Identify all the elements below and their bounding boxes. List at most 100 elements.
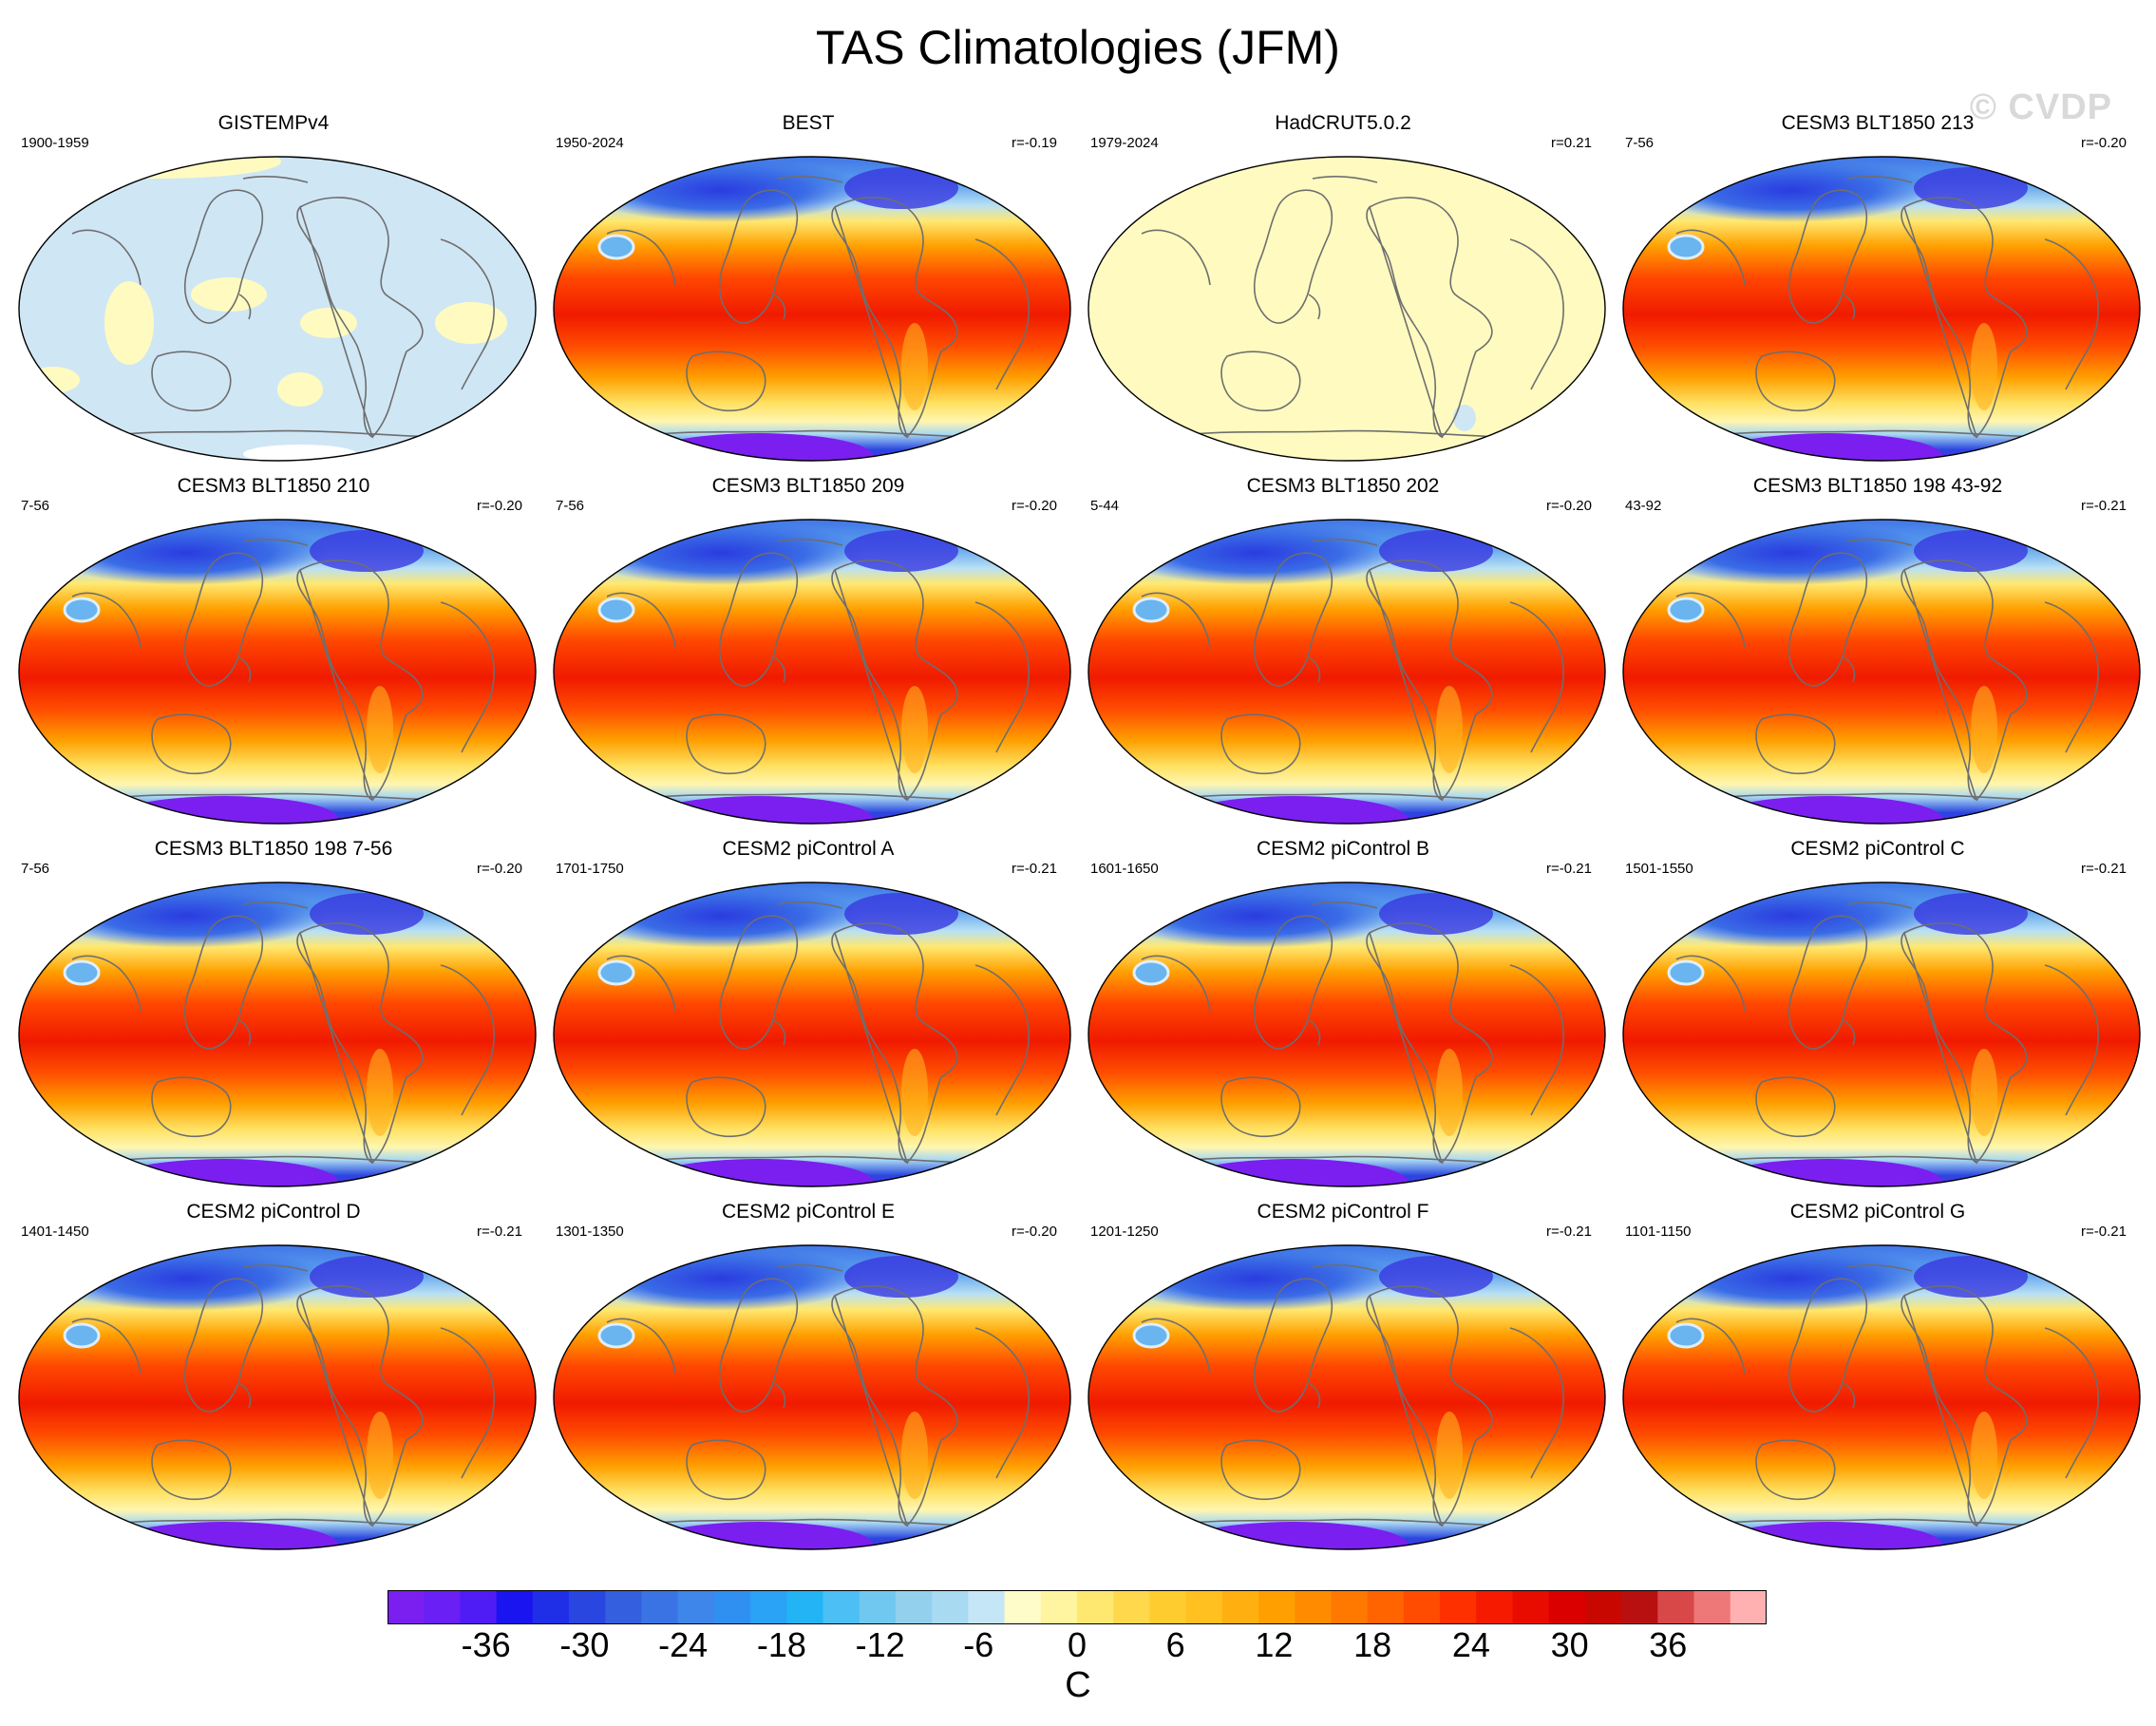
cold-region-tibet: [1132, 597, 1170, 623]
cold-region-tibet: [1667, 234, 1705, 260]
panel-correlation-label: r=-0.21: [2081, 861, 2127, 877]
colorbar-swatch: [1077, 1590, 1114, 1624]
panel-correlation-label: r=-0.21: [2081, 498, 2127, 514]
cold-region-asia: [44, 1246, 329, 1311]
cold-region-tibet: [63, 597, 101, 623]
cold-region-greenland: [310, 1256, 424, 1298]
cold-region-antarctica: [645, 1159, 873, 1186]
panel-title: HadCRUT5.0.2: [1275, 112, 1411, 134]
colorbar-unit-label: C: [1065, 1665, 1091, 1705]
map-panel: CESM3 BLT1850 198 43-92 43-92 r=-0.21: [1610, 475, 2146, 830]
map-panel: HadCRUT5.0.2 1979-2024 r=0.21: [1075, 112, 1611, 467]
cold-region-greenland: [844, 530, 958, 572]
panel-title: CESM2 piControl E: [721, 1201, 896, 1223]
panel-period-label: 1501-1550: [1625, 861, 1693, 877]
map-panel: CESM2 piControl G 1101-1150 r=-0.21: [1610, 1201, 2146, 1556]
colorbar-tick-label: 6: [1165, 1625, 1185, 1664]
map-panel: CESM3 BLT1850 209 7-56 r=-0.20: [540, 475, 1076, 830]
map-field: [1623, 520, 2140, 824]
colorbar-ticks: -36 -30 -24 -18 -12 -6 0 6 12 18 24 30 36: [388, 1624, 1767, 1672]
anomaly-field: [1088, 157, 1605, 461]
map-panel: CESM3 BLT1850 198 7-56 7-56 r=-0.20: [6, 838, 541, 1193]
colorbar-swatch: [713, 1590, 751, 1624]
map-plot: [553, 519, 1071, 825]
positive-anomaly-region: [435, 302, 507, 344]
cold-region-antarctica: [645, 433, 873, 461]
positive-anomaly-region: [104, 281, 154, 365]
panel-correlation-label: r=-0.21: [2081, 1223, 2127, 1240]
cool-region-andes: [901, 686, 928, 773]
colorbar-tick-label: -24: [658, 1625, 709, 1664]
colorbar-swatch: [1621, 1590, 1658, 1624]
cold-region-antarctica: [110, 1522, 338, 1549]
colorbar-tick-label: 0: [1067, 1625, 1087, 1664]
panel-period-label: 7-56: [1625, 135, 1655, 151]
colorbar-swatch: [895, 1590, 933, 1624]
panel-title: CESM2 piControl D: [186, 1201, 361, 1223]
colorbar-swatch: [1730, 1590, 1767, 1624]
map-plot: [1622, 156, 2141, 462]
cool-region-andes: [1436, 1049, 1463, 1136]
colorbar-swatch: [460, 1590, 498, 1624]
cold-region-tibet: [1667, 597, 1705, 623]
cool-region-andes: [1971, 323, 1997, 410]
panel-correlation-label: r=-0.21: [1012, 861, 1057, 877]
colorbar-swatch: [1004, 1590, 1042, 1624]
colorbar-frame: [388, 1590, 1767, 1624]
map-field: [1088, 520, 1605, 824]
map-outline: [553, 156, 1071, 462]
map-field: [1088, 157, 1605, 461]
map-outline: [1622, 882, 2141, 1187]
map-outline: [1622, 1244, 2141, 1550]
panel-period-label: 1950-2024: [556, 135, 624, 151]
panel-period-label: 1301-1350: [556, 1223, 624, 1240]
panel-title: CESM2 piControl F: [1257, 1201, 1429, 1223]
panel-period-label: 7-56: [556, 498, 585, 514]
cold-region-tibet: [1667, 959, 1705, 986]
panel-correlation-label: r=-0.20: [2081, 135, 2127, 151]
colorbar-swatch: [496, 1590, 534, 1624]
map-panel: CESM3 BLT1850 213 7-56 r=-0.20: [1610, 112, 2146, 467]
panel-grid: GISTEMPv4 1900-1959 BEST 1950-2024 r=-0.19 Ha…: [6, 112, 2146, 1556]
cold-region-asia: [578, 883, 863, 948]
cold-region-antarctica: [1180, 796, 1408, 824]
cold-region-antarctica: [1714, 1522, 1942, 1549]
colorbar-swatch: [932, 1590, 969, 1624]
cold-region-asia: [1113, 521, 1398, 585]
cold-region-asia: [1648, 521, 1933, 585]
cold-region-antarctica: [1714, 796, 1942, 824]
map-plot: [1087, 882, 1606, 1187]
map-outline: [18, 156, 537, 462]
colorbar-tick-label: 30: [1550, 1625, 1589, 1664]
map-outline: [1087, 519, 1606, 825]
colorbar-tick-label: -6: [963, 1625, 994, 1664]
map-field: [554, 1245, 1070, 1549]
cold-region-asia: [1648, 1246, 1933, 1311]
cold-region-greenland: [1914, 167, 2028, 209]
colorbar-tick-label: -36: [461, 1625, 511, 1664]
cold-region-greenland: [1914, 1256, 2028, 1298]
map-outline: [18, 882, 537, 1187]
cold-region-tibet: [63, 1322, 101, 1349]
colorbar-swatches: [388, 1590, 1767, 1624]
cold-region-antarctica: [110, 796, 338, 824]
colorbar-tick-label: -18: [756, 1625, 806, 1664]
panel-title: CESM3 BLT1850 198 43-92: [1752, 475, 2003, 497]
colorbar-swatch: [1403, 1590, 1441, 1624]
map-field: [19, 157, 536, 461]
cold-region-tibet: [597, 1322, 635, 1349]
map-field: [1623, 1245, 2140, 1549]
map-field: [554, 157, 1070, 461]
map-outline: [1087, 882, 1606, 1187]
colorbar-swatch: [823, 1590, 861, 1624]
cold-region-tibet: [1667, 1322, 1705, 1349]
map-plot: [18, 156, 537, 462]
map-outline: [553, 1244, 1071, 1550]
map-field: [1623, 157, 2140, 461]
colorbar-tick-label: 12: [1255, 1625, 1294, 1664]
map-outline: [1622, 519, 2141, 825]
colorbar-swatch: [1476, 1590, 1514, 1624]
panel-title: GISTEMPv4: [217, 112, 330, 134]
map-panel: CESM2 piControl E 1301-1350 r=-0.20: [540, 1201, 1076, 1556]
colorbar-swatch: [859, 1590, 897, 1624]
